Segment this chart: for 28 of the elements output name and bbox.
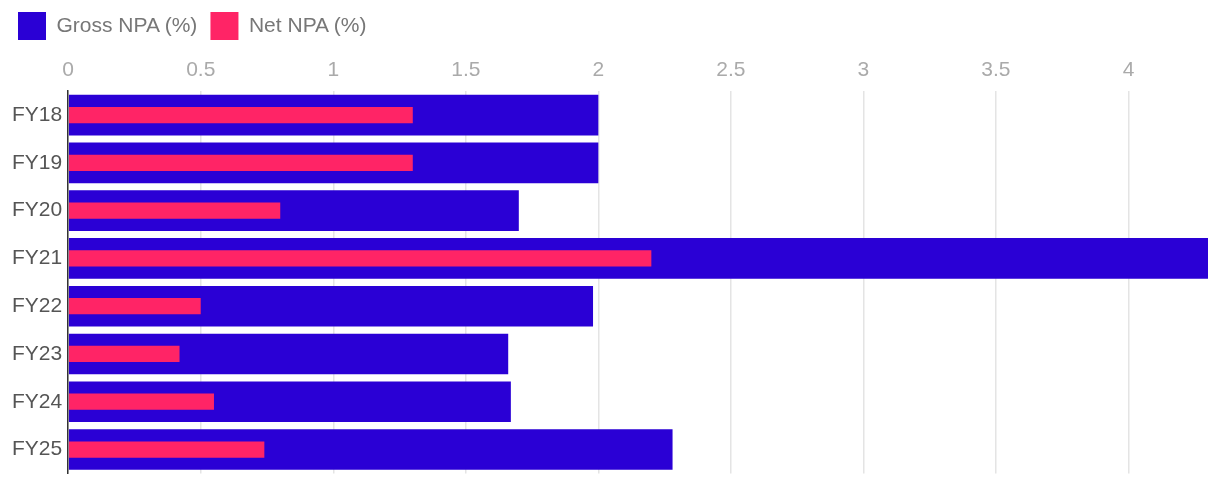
y-tick-label: FY18 [11, 101, 63, 125]
y-tick-label: FY25 [11, 436, 63, 460]
legend-label: Gross NPA (%) [56, 12, 198, 36]
bar [68, 393, 214, 410]
x-tick-label: 4 [1122, 57, 1135, 81]
bar [68, 345, 180, 363]
y-tick-label: FY20 [11, 197, 63, 221]
bar [68, 250, 652, 267]
y-tick-label: FY23 [11, 340, 63, 364]
bar [68, 106, 413, 124]
x-tick-label: 1 [327, 57, 340, 81]
y-tick-label: FY21 [11, 245, 63, 269]
x-tick-label: 2 [592, 57, 605, 81]
bar [68, 154, 413, 171]
y-tick-label: FY19 [11, 149, 63, 173]
y-tick-label: FY24 [11, 388, 63, 412]
bar [68, 202, 281, 219]
bar [68, 298, 201, 315]
bar [68, 441, 265, 458]
x-tick-label: 2.5 [716, 57, 746, 81]
x-tick-label: 0 [62, 57, 75, 81]
x-tick-label: 1.5 [451, 57, 481, 81]
x-tick-label: 0.5 [186, 57, 216, 81]
x-tick-label: 3.5 [981, 57, 1011, 81]
legend-label: Net NPA (%) [248, 12, 367, 36]
x-tick-label: 3 [857, 57, 870, 81]
y-tick-label: FY22 [11, 292, 63, 316]
bar [68, 285, 594, 327]
